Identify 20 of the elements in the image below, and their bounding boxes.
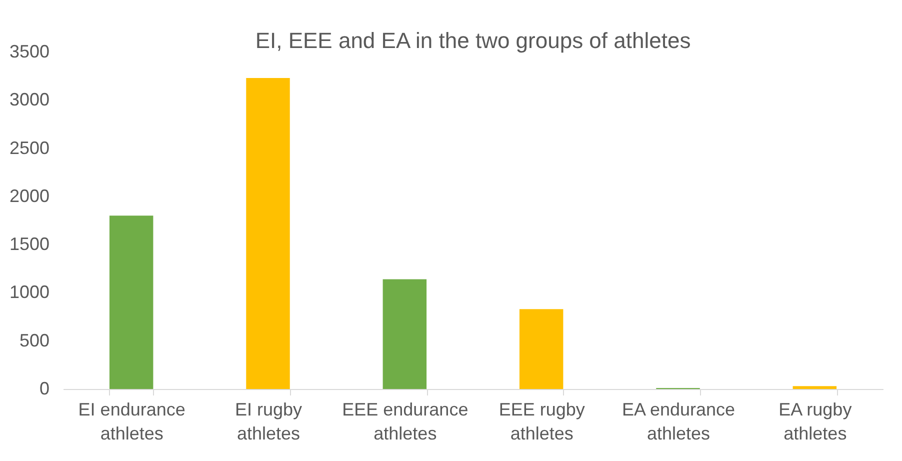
chart-title: EI, EEE and EA in the two groups of athletes (255, 28, 691, 53)
y-tick-label: 3000 (9, 90, 50, 110)
y-tick-label: 1000 (9, 282, 50, 302)
x-tick-label: EA endurance athletes (622, 400, 736, 444)
x-tick-label: EEE rugby athletes (498, 400, 585, 444)
y-tick-label: 500 (19, 330, 50, 350)
x-tick-label: EI endurance athletes (78, 400, 186, 444)
y-tick-label: 1500 (9, 234, 50, 254)
y-tick-label: 0 (39, 378, 50, 398)
bar (792, 386, 837, 389)
bar (109, 216, 154, 389)
bar (519, 309, 564, 389)
bar (382, 279, 427, 389)
x-tick-label: EEE endurance athletes (342, 400, 468, 444)
x-tick-label: EI rugby athletes (234, 400, 302, 444)
y-tick-label: 3500 (9, 42, 50, 62)
y-tick-label: 2000 (9, 186, 50, 206)
bar (246, 78, 290, 389)
x-tick-label: EA rugby athletes (778, 400, 852, 444)
y-tick-label: 2500 (9, 138, 50, 158)
